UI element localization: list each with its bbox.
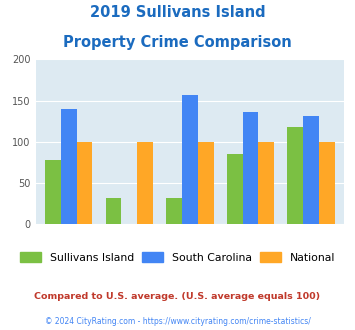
Bar <box>319 142 335 224</box>
Bar <box>77 142 92 224</box>
Bar <box>258 142 274 224</box>
Bar <box>182 95 198 224</box>
Bar <box>227 154 242 224</box>
Text: 2019 Sullivans Island: 2019 Sullivans Island <box>90 5 265 20</box>
Bar <box>303 116 319 224</box>
Bar <box>45 160 61 224</box>
Text: Property Crime Comparison: Property Crime Comparison <box>63 35 292 50</box>
Bar <box>242 112 258 224</box>
Bar <box>61 109 77 224</box>
Bar <box>166 198 182 224</box>
Bar <box>198 142 214 224</box>
Bar <box>106 198 121 224</box>
Legend: Sullivans Island, South Carolina, National: Sullivans Island, South Carolina, Nation… <box>15 248 340 267</box>
Text: Compared to U.S. average. (U.S. average equals 100): Compared to U.S. average. (U.S. average … <box>34 292 321 301</box>
Bar <box>137 142 153 224</box>
Bar <box>288 127 303 224</box>
Text: © 2024 CityRating.com - https://www.cityrating.com/crime-statistics/: © 2024 CityRating.com - https://www.city… <box>45 317 310 326</box>
